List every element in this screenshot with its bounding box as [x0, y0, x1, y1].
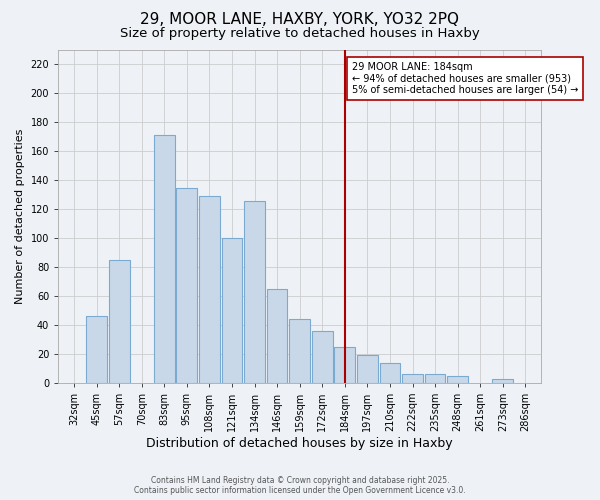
Bar [493, 378, 513, 383]
Bar [334, 346, 355, 383]
Bar [199, 196, 220, 383]
Bar [267, 289, 287, 383]
Bar [176, 188, 197, 383]
Text: 29 MOOR LANE: 184sqm
← 94% of detached houses are smaller (953)
5% of semi-detac: 29 MOOR LANE: 184sqm ← 94% of detached h… [352, 62, 578, 95]
Bar [221, 238, 242, 383]
Bar [154, 136, 175, 383]
Text: 29, MOOR LANE, HAXBY, YORK, YO32 2PQ: 29, MOOR LANE, HAXBY, YORK, YO32 2PQ [140, 12, 460, 28]
Bar [402, 374, 423, 383]
Text: Size of property relative to detached houses in Haxby: Size of property relative to detached ho… [120, 28, 480, 40]
Bar [86, 316, 107, 383]
Bar [109, 260, 130, 383]
Bar [289, 319, 310, 383]
X-axis label: Distribution of detached houses by size in Haxby: Distribution of detached houses by size … [146, 437, 453, 450]
Bar [425, 374, 445, 383]
Bar [357, 356, 378, 383]
Bar [380, 362, 400, 383]
Y-axis label: Number of detached properties: Number of detached properties [15, 129, 25, 304]
Bar [447, 376, 468, 383]
Text: Contains HM Land Registry data © Crown copyright and database right 2025.
Contai: Contains HM Land Registry data © Crown c… [134, 476, 466, 495]
Bar [312, 331, 332, 383]
Bar [244, 200, 265, 383]
